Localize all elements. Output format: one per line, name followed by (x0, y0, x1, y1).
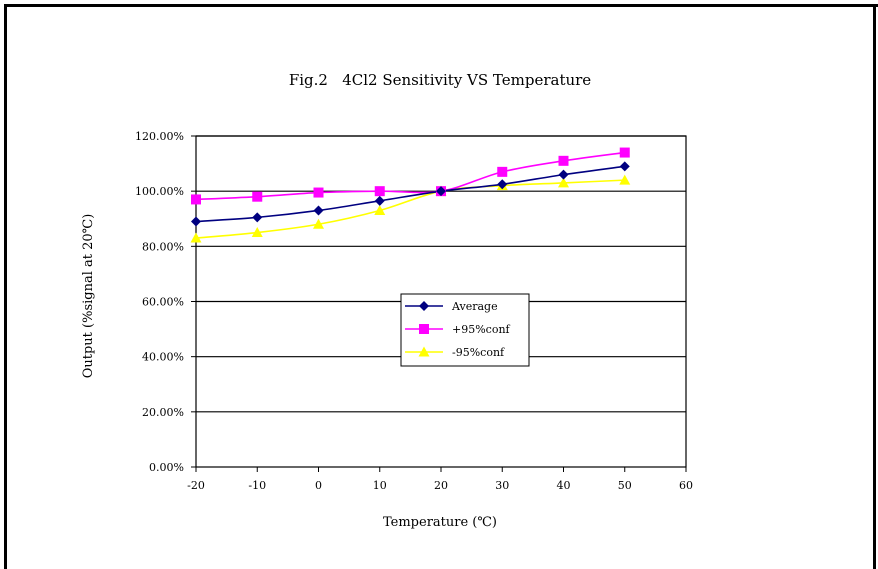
data-point (619, 174, 631, 185)
legend: Average +95%conf -95%conf (400, 293, 530, 367)
data-point (313, 218, 324, 229)
legend-marker (419, 324, 429, 334)
data-point (558, 169, 569, 180)
y-tick-label: 80.00% (142, 240, 184, 253)
x-tick-label: 50 (618, 479, 632, 492)
legend-label: -95%conf (452, 346, 505, 359)
legend-label: +95%conf (452, 323, 511, 336)
x-tick-label: -20 (187, 479, 205, 492)
legend-label: Average (451, 300, 498, 313)
data-point (374, 195, 385, 206)
legend-marker (418, 346, 430, 357)
x-axis-label: Temperature (℃) (383, 515, 497, 530)
series-line (195, 165, 625, 223)
data-point (558, 177, 569, 188)
data-point (190, 232, 202, 243)
data-point (374, 186, 385, 197)
x-tick-label: 0 (315, 479, 322, 492)
frame-border-left (4, 4, 7, 569)
data-point (619, 161, 630, 172)
x-tick-label: 10 (373, 479, 387, 492)
x-tick-label: -10 (248, 479, 266, 492)
frame-border-right (873, 6, 876, 569)
grid-layer (196, 135, 686, 413)
axis-layer: 0.00% 20.00% 40.00% 60.00% 80.00% 100.00% 120.… (135, 130, 693, 492)
frame-border-top (4, 4, 878, 7)
x-tick-label: 40 (557, 479, 571, 492)
y-tick-label: 60.00% (142, 296, 184, 309)
series-layer (190, 147, 631, 243)
data-point (374, 204, 386, 215)
series-line (195, 151, 625, 201)
y-axis-label: Output (%signal at 20℃) (81, 214, 96, 379)
data-point (619, 147, 630, 158)
data-point (313, 187, 324, 198)
data-point (558, 155, 569, 166)
x-tick-label: 60 (679, 479, 693, 492)
x-tick-label: 30 (495, 479, 509, 492)
data-point (251, 227, 263, 238)
data-point (252, 191, 263, 202)
data-point (497, 166, 508, 177)
y-tick-label: 0.00% (149, 461, 184, 474)
data-point (313, 205, 324, 216)
series-line (195, 179, 625, 239)
data-point (191, 216, 201, 227)
x-tick-label: 20 (434, 479, 448, 492)
data-point (252, 212, 263, 223)
data-point (436, 186, 446, 197)
data-point (191, 194, 201, 205)
legend-marker (419, 301, 429, 311)
chart-title: Fig.2 4Cl2 Sensitivity VS Temperature (289, 71, 591, 89)
y-tick-label: 20.00% (142, 406, 184, 419)
data-point (497, 179, 508, 190)
y-tick-label: 100.00% (135, 185, 184, 198)
y-tick-label: 40.00% (142, 351, 184, 364)
y-tick-label: 120.00% (135, 130, 184, 143)
